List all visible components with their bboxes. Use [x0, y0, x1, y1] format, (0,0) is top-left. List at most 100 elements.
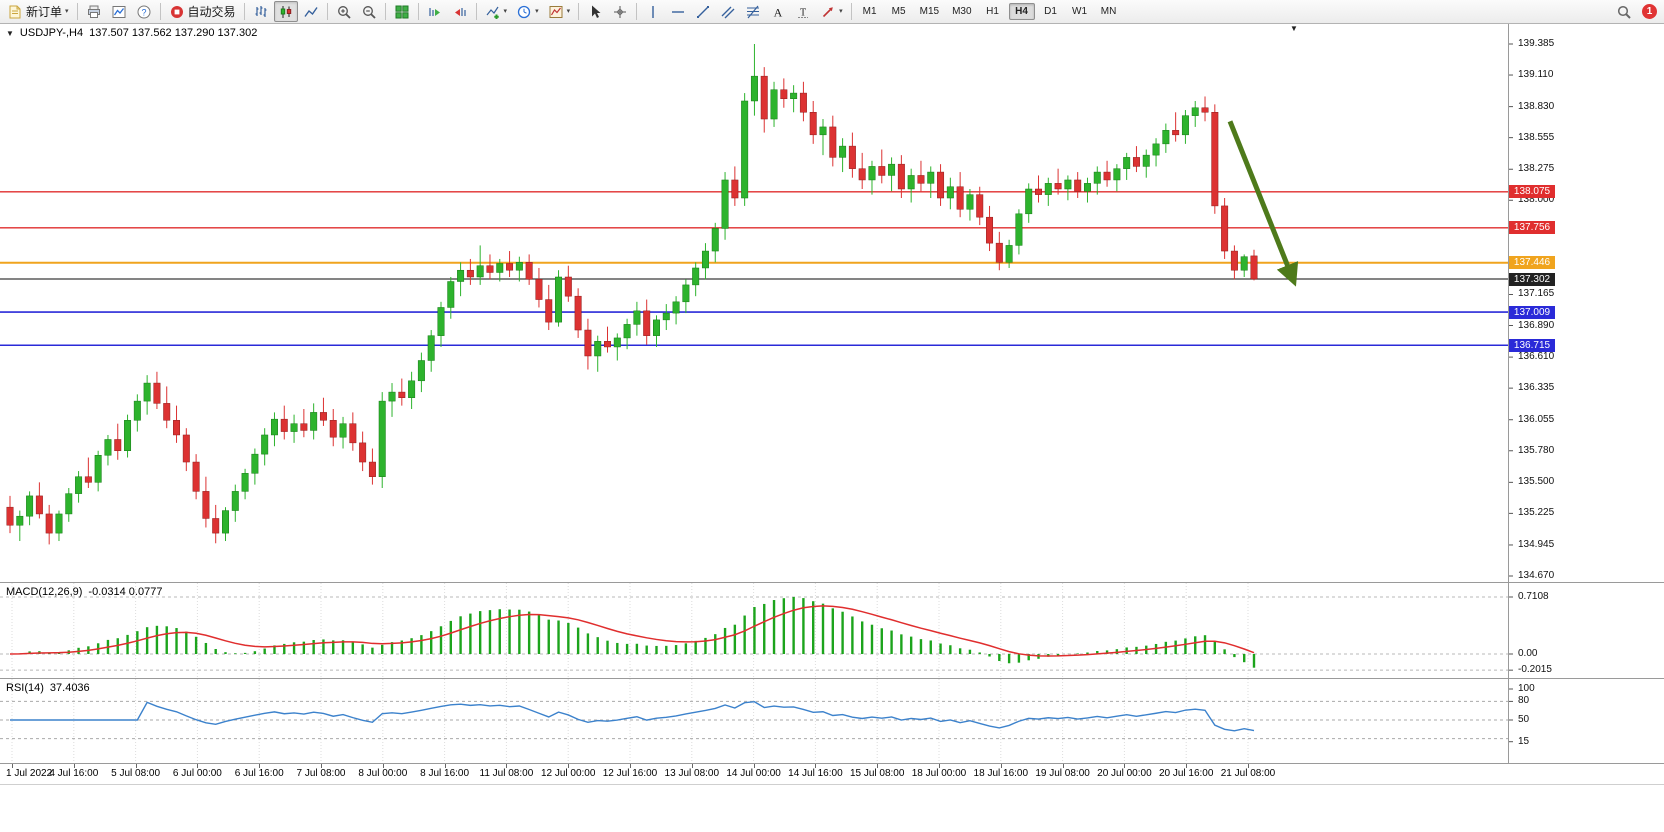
timeframe-h1-button[interactable]: H1 — [986, 6, 999, 17]
candle — [133, 394, 141, 432]
vertical-line-icon — [652, 5, 654, 18]
time-axis-label: 18 Jul 16:00 — [973, 768, 1029, 779]
horizontal-line-button[interactable] — [666, 1, 690, 22]
time-tick — [506, 764, 508, 768]
time-axis-label: 19 Jul 08:00 — [1035, 768, 1090, 779]
candle — [623, 318, 631, 350]
candle — [1172, 112, 1180, 142]
chart-preview-icon — [112, 5, 126, 18]
candle — [378, 392, 386, 488]
chart-shift-button[interactable] — [448, 1, 472, 22]
candle — [584, 318, 592, 370]
vertical-line-button[interactable] — [641, 1, 665, 22]
tile-windows-button[interactable] — [390, 1, 414, 22]
trendline-button[interactable] — [691, 1, 715, 22]
candle — [153, 371, 161, 410]
candle — [946, 177, 954, 210]
crosshair-icon — [614, 5, 627, 18]
candle — [241, 468, 249, 500]
zoom-in-button[interactable] — [332, 1, 356, 22]
candle — [388, 383, 396, 417]
bars-button[interactable] — [249, 1, 273, 22]
label-icon: T — [798, 7, 809, 18]
candle — [310, 403, 318, 440]
time-axis[interactable]: 1 Jul 2022 4 Jul 16:00 5 Jul 08:00 6 Jul 00… — [0, 764, 1664, 785]
candle — [1142, 149, 1150, 178]
timeframe-m5-button[interactable]: M5 — [891, 6, 906, 17]
candle — [966, 188, 974, 221]
search-button[interactable] — [1612, 1, 1636, 22]
timeframe-mn-button[interactable]: MN — [1100, 6, 1117, 17]
periods-button[interactable]: ▾ — [512, 1, 543, 22]
trend-arrow[interactable] — [1227, 120, 1299, 287]
notification-badge[interactable]: 1 — [1642, 4, 1657, 19]
time-tick — [1124, 764, 1126, 768]
time-axis-label: 6 Jul 00:00 — [172, 768, 222, 779]
toolbar-separator — [76, 3, 78, 20]
shapes-icon — [823, 6, 833, 17]
time-tick — [382, 764, 384, 768]
crosshair-button[interactable] — [608, 1, 632, 22]
timeframe-d1-button[interactable]: D1 — [1044, 6, 1057, 17]
auto-trading-button[interactable]: 自动交易 — [165, 1, 240, 22]
shapes-button[interactable]: ▾ — [816, 1, 847, 22]
chart-preview-button[interactable] — [107, 1, 131, 22]
collapse-icon[interactable]: ▼ — [6, 28, 14, 38]
candle — [976, 186, 984, 226]
main-chart-panel[interactable]: ▼ USDJPY-,H4 137.507 137.562 137.290 137… — [0, 24, 1664, 583]
timeframe-w1-button[interactable]: W1 — [1072, 6, 1088, 17]
candle — [55, 510, 63, 542]
current-price-tag: 137.302 — [1509, 272, 1555, 286]
candle — [447, 276, 455, 319]
candle — [280, 405, 288, 440]
new-order-button[interactable]: 新订单 ▾ — [3, 1, 73, 22]
timeframe-m30-button[interactable]: M30 — [952, 6, 972, 17]
rsi-chart — [0, 679, 1513, 763]
channel-button[interactable] — [716, 1, 740, 22]
macd-name: MACD(12,26,9) — [6, 586, 83, 598]
template-button[interactable]: ▾ — [544, 1, 575, 22]
rsi-axis-label: 100 — [1518, 683, 1535, 694]
candle — [780, 78, 788, 108]
text-button[interactable]: A — [766, 1, 790, 22]
candle — [192, 454, 200, 500]
candle — [633, 301, 641, 336]
candles-button[interactable] — [273, 1, 298, 22]
chart-shift-marker-icon[interactable]: ▼ — [1290, 24, 1298, 33]
macd-indicator-panel[interactable]: MACD(12,26,9) -0.0314 0.0777 0.7108 0.00 -… — [0, 583, 1664, 679]
timeframe-h4-button[interactable]: H4 — [1008, 3, 1035, 20]
help-button[interactable]: ? — [132, 1, 156, 22]
line-chart-button[interactable] — [299, 1, 323, 22]
toolbar-separator — [578, 3, 580, 20]
fibonacci-button[interactable] — [741, 1, 765, 22]
auto-trading-button-label: 自动交易 — [187, 5, 236, 19]
indicators-button[interactable]: ▾ — [481, 1, 512, 22]
label-button[interactable]: T — [791, 1, 815, 22]
timeframe-m15-button[interactable]: M15 — [919, 6, 940, 17]
print-button[interactable] — [82, 1, 106, 22]
candle — [359, 431, 367, 472]
candle — [1240, 254, 1248, 277]
candle — [1221, 198, 1229, 259]
text-icon: A — [774, 5, 783, 19]
timeframe-m1-button[interactable]: M1 — [862, 6, 877, 17]
candle — [45, 504, 53, 545]
candle — [535, 267, 543, 308]
rsi-indicator-panel[interactable]: RSI(14) 37.4036 100 80 50 15 — [0, 679, 1664, 764]
candle — [496, 258, 504, 282]
rsi-label: RSI(14) 37.4036 — [6, 682, 90, 694]
candle — [1064, 175, 1072, 201]
time-tick — [321, 764, 322, 768]
candle — [1015, 209, 1023, 255]
cursor-button[interactable] — [583, 1, 607, 22]
toolbar-separator — [243, 3, 245, 20]
time-axis-label: 1 Jul 2022 — [6, 768, 53, 779]
level-price-tag: 137.756 — [1509, 221, 1555, 235]
zoom-out-button[interactable] — [357, 1, 381, 22]
candle — [84, 457, 92, 488]
candle — [1083, 177, 1091, 203]
candle — [202, 476, 210, 528]
auto-scroll-button[interactable] — [423, 1, 447, 22]
candle — [319, 397, 327, 426]
candle — [143, 375, 151, 415]
